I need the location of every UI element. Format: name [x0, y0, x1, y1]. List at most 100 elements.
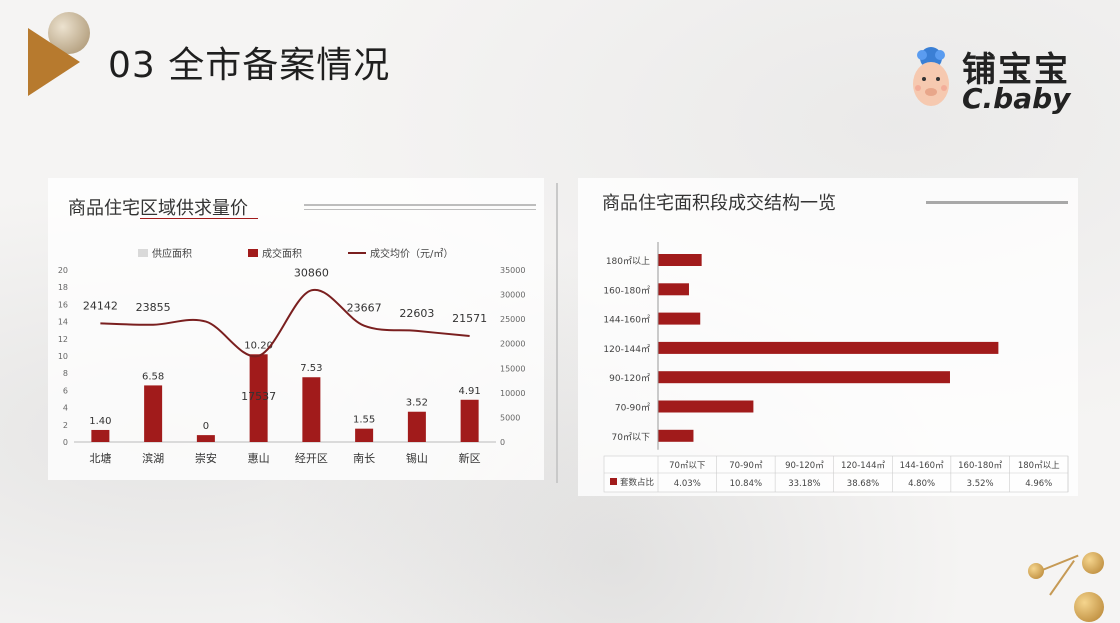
structure-bar [658, 254, 702, 266]
y-tick-label: 12 [58, 335, 68, 344]
x-category-label: 锡山 [406, 451, 428, 465]
area-bar [196, 435, 215, 442]
right-chart-panel: 商品住宅面积段成交结构一览 70㎡以下 70-90㎡ 90-120㎡ 120-144㎡… [578, 178, 1078, 496]
area-bar [91, 429, 110, 442]
area-bar [460, 399, 479, 442]
y-category-label: 120-144㎡ [603, 344, 650, 355]
y2-tick-label: 30000 [500, 291, 525, 300]
left-chart-panel: 商品住宅区域供求量价 0 2 4 6 8 10 12 14 16 18 20 0 5000 10000 15… [48, 178, 544, 480]
area-bar [302, 377, 321, 442]
area-bar [249, 354, 268, 442]
y-category-label: 160-180㎡ [603, 285, 650, 296]
table-header-cell: 70-90㎡ [729, 461, 763, 471]
y-tick-label: 2 [63, 421, 68, 430]
x-category-label: 滨湖 [142, 451, 164, 465]
bar-data-label: 1.40 [89, 416, 111, 427]
table-value-cell: 4.96% [1025, 479, 1052, 489]
price-data-label: 23855 [136, 301, 171, 314]
price-data-label: 24142 [83, 299, 118, 312]
price-data-label: 21571 [452, 312, 487, 325]
table-header-cell: 180㎡以上 [1018, 461, 1060, 471]
table-header-cell: 90-120㎡ [785, 461, 824, 471]
bar-data-label: 3.52 [406, 398, 428, 409]
price-line [100, 289, 470, 358]
y-tick-label: 6 [63, 386, 68, 395]
legend-swatch [138, 249, 148, 257]
right-hbar-chart: 70㎡以下 70-90㎡ 90-120㎡ 120-144㎡ 144-160㎡ 160-18… [603, 242, 1069, 493]
table-series-label: 套数占比 [620, 477, 654, 488]
table-value-cell: 3.52% [967, 479, 994, 489]
y2-tick-label: 35000 [500, 266, 525, 275]
corner-triangle-decoration [28, 28, 80, 96]
y-tick-label: 20 [58, 266, 68, 275]
x-category-label: 南长 [353, 452, 375, 465]
structure-bar [658, 400, 754, 413]
y-category-label: 90-120㎡ [609, 373, 650, 384]
left-combo-chart: 0 2 4 6 8 10 12 14 16 18 20 0 5000 10000 15000 20000 250… [58, 247, 526, 465]
legend-label: 成交面积 [262, 247, 302, 260]
y-category-label: 70㎡以下 [612, 432, 650, 443]
page-title: 03 全市备案情况 [108, 45, 391, 86]
gold-ball-medium [1082, 552, 1104, 574]
bar-data-label: 0 [203, 421, 209, 432]
data-table-frame [603, 455, 1069, 493]
y-category-label: 180㎡以上 [606, 256, 650, 267]
y-tick-label: 14 [58, 318, 68, 327]
x-category-label: 崇安 [195, 451, 217, 465]
x-category-label: 北塘 [89, 451, 111, 465]
bar-data-label: 6.58 [142, 371, 164, 382]
y-tick-label: 16 [58, 300, 68, 309]
right-chart-title: 商品住宅面积段成交结构一览 [602, 193, 836, 214]
legend-label: 成交均价（元/㎡） [370, 247, 453, 260]
y-category-label: 144-160㎡ [603, 315, 650, 326]
legend-label: 供应面积 [152, 247, 192, 260]
x-category-label: 新区 [459, 451, 481, 465]
y-tick-label: 8 [63, 369, 68, 378]
area-bar [407, 411, 426, 442]
bar-data-label: 10.20 [244, 340, 273, 351]
y-tick-label: 4 [63, 404, 68, 413]
y2-tick-label: 15000 [500, 364, 525, 373]
table-header-cell: 120-144㎡ [841, 461, 886, 471]
gold-ball-small [1028, 563, 1044, 579]
left-title-rule [304, 204, 536, 206]
y-category-label: 70-90㎡ [615, 403, 650, 414]
structure-bar [658, 283, 689, 296]
left-chart-title: 商品住宅区域供求量价 [68, 198, 248, 219]
table-value-cell: 38.68% [847, 479, 879, 489]
table-header-cell: 160-180㎡ [958, 461, 1003, 471]
logo-face-icon [913, 47, 949, 106]
right-title-rule [926, 201, 1068, 204]
left-title-underline [140, 218, 258, 219]
structure-bar [658, 341, 999, 354]
price-data-label: 17537 [241, 390, 276, 403]
table-legend-swatch [610, 478, 617, 485]
bar-data-label: 1.55 [353, 415, 375, 426]
price-data-label: 23667 [347, 302, 382, 315]
y-tick-label: 10 [58, 352, 68, 361]
logo-chinese-text: 铺宝宝 [962, 50, 1070, 90]
x-category-label: 经开区 [295, 452, 328, 465]
price-data-label: 30860 [294, 266, 329, 279]
area-bar [144, 385, 163, 442]
y2-tick-label: 25000 [500, 315, 525, 324]
logo-english-text: C.baby [962, 82, 1071, 115]
structure-bar [658, 371, 950, 384]
left-title-rule-2 [304, 209, 536, 210]
y-tick-label: 0 [63, 438, 68, 447]
y-tick-label: 18 [58, 283, 68, 292]
y2-tick-label: 20000 [500, 340, 525, 349]
y2-tick-label: 5000 [500, 413, 520, 422]
table-value-cell: 33.18% [788, 479, 820, 489]
structure-bar [658, 429, 694, 442]
y2-tick-label: 0 [500, 438, 505, 447]
panel-divider [556, 183, 558, 483]
table-header-cell: 144-160㎡ [900, 461, 945, 471]
gold-ball-large [1074, 592, 1104, 622]
table-header-cell: 70㎡以下 [669, 461, 706, 471]
area-bar [355, 428, 374, 442]
x-category-label: 惠山 [248, 451, 270, 465]
bar-data-label: 4.91 [458, 386, 480, 397]
legend-swatch [248, 249, 258, 257]
table-value-cell: 4.03% [674, 479, 701, 489]
